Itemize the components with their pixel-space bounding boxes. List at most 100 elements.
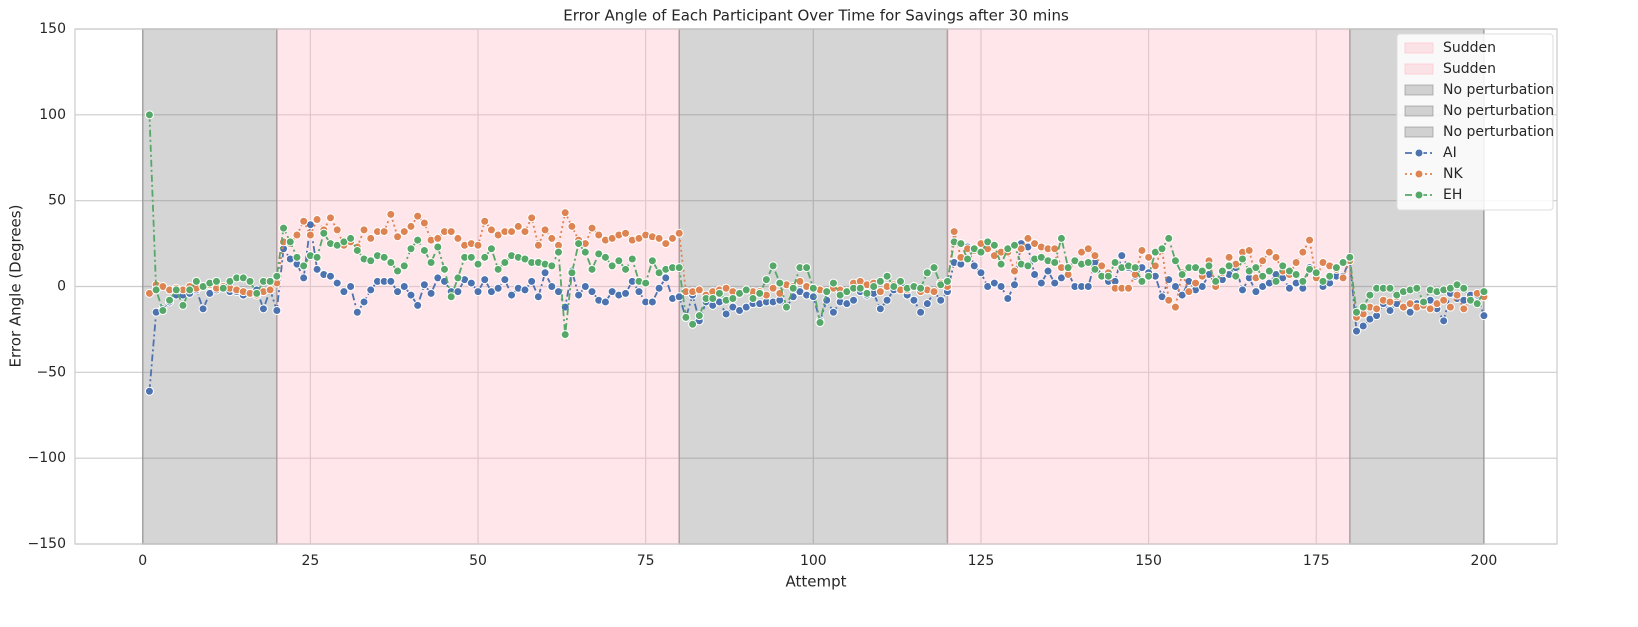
data-point: [1318, 276, 1328, 286]
data-point: [151, 285, 161, 295]
data-point: [1331, 263, 1341, 273]
data-point: [1164, 295, 1174, 305]
data-point: [480, 275, 490, 285]
data-point: [419, 245, 429, 255]
data-point: [781, 302, 791, 312]
data-point: [339, 287, 349, 297]
data-point: [1036, 278, 1046, 288]
data-point: [909, 295, 919, 305]
data-point: [1090, 251, 1100, 261]
data-point: [976, 268, 986, 278]
data-point: [1224, 261, 1234, 271]
data-point: [553, 247, 563, 257]
data-point: [654, 283, 664, 293]
data-point: [1050, 244, 1060, 254]
data-point: [936, 295, 946, 305]
data-point: [426, 257, 436, 267]
data-point: [1445, 302, 1455, 312]
data-point: [741, 285, 751, 295]
data-point: [1385, 283, 1395, 293]
data-point: [533, 240, 543, 250]
data-point: [1170, 256, 1180, 266]
data-point: [312, 264, 322, 274]
data-point: [1412, 283, 1422, 293]
data-point: [1264, 247, 1274, 257]
data-point: [1177, 269, 1187, 279]
data-layer: [144, 110, 1489, 396]
data-point: [399, 261, 409, 271]
data-point: [1204, 261, 1214, 271]
data-point: [580, 247, 590, 257]
y-tick-label: 0: [57, 279, 66, 295]
data-point: [1137, 245, 1147, 255]
legend-label: No perturbation: [1443, 82, 1554, 98]
data-point: [869, 282, 879, 291]
data-point: [393, 266, 403, 276]
data-point: [1009, 280, 1019, 290]
legend-label: No perturbation: [1443, 124, 1554, 140]
data-point: [621, 264, 631, 274]
data-point: [359, 225, 369, 235]
data-point: [775, 278, 785, 288]
data-point: [299, 261, 309, 271]
data-point: [895, 276, 905, 286]
data-point: [560, 208, 570, 218]
data-point: [1137, 276, 1147, 286]
data-point: [547, 282, 557, 291]
data-point: [694, 285, 704, 295]
data-point: [527, 276, 537, 286]
data-point: [406, 290, 416, 300]
data-point: [1452, 290, 1462, 300]
data-point: [621, 228, 631, 238]
x-tick-label: 125: [968, 553, 995, 569]
data-point: [1217, 266, 1227, 276]
data-point: [540, 225, 550, 235]
data-point: [473, 259, 483, 269]
data-point: [916, 307, 926, 317]
x-tick-label: 50: [469, 553, 487, 569]
data-point: [674, 263, 684, 273]
data-point: [211, 276, 221, 286]
data-point: [386, 276, 396, 286]
data-point: [272, 271, 282, 281]
data-point: [708, 294, 718, 304]
data-point: [1298, 276, 1308, 286]
data-point: [399, 227, 409, 237]
data-point: [1271, 276, 1281, 286]
data-point: [1023, 233, 1033, 243]
data-point: [1170, 302, 1180, 312]
data-point: [587, 264, 597, 274]
data-point: [1164, 275, 1174, 285]
data-point: [567, 221, 577, 231]
data-point: [258, 304, 268, 314]
data-point: [755, 288, 765, 298]
data-point: [178, 300, 188, 310]
data-point: [393, 287, 403, 297]
data-point: [1251, 287, 1261, 297]
data-point: [828, 307, 838, 317]
data-point: [319, 228, 329, 238]
data-point: [567, 268, 577, 278]
data-point: [1144, 252, 1154, 262]
data-point: [1023, 261, 1033, 271]
data-point: [507, 290, 517, 300]
y-tick-label: −100: [28, 450, 66, 466]
data-point: [1123, 283, 1133, 293]
data-point: [641, 278, 651, 288]
data-point: [265, 276, 275, 286]
data-point: [466, 278, 476, 288]
data-point: [1439, 295, 1449, 305]
data-point: [627, 254, 637, 264]
data-point: [158, 306, 168, 316]
data-point: [1231, 271, 1241, 281]
x-tick-label: 150: [1135, 553, 1162, 569]
data-point: [889, 282, 899, 291]
data-point: [1358, 321, 1368, 331]
data-point: [446, 227, 456, 237]
data-point: [540, 268, 550, 278]
data-point: [574, 239, 584, 249]
data-point: [393, 232, 403, 242]
data-point: [292, 230, 302, 240]
data-point: [828, 278, 838, 288]
legend-swatch: [1404, 42, 1434, 54]
